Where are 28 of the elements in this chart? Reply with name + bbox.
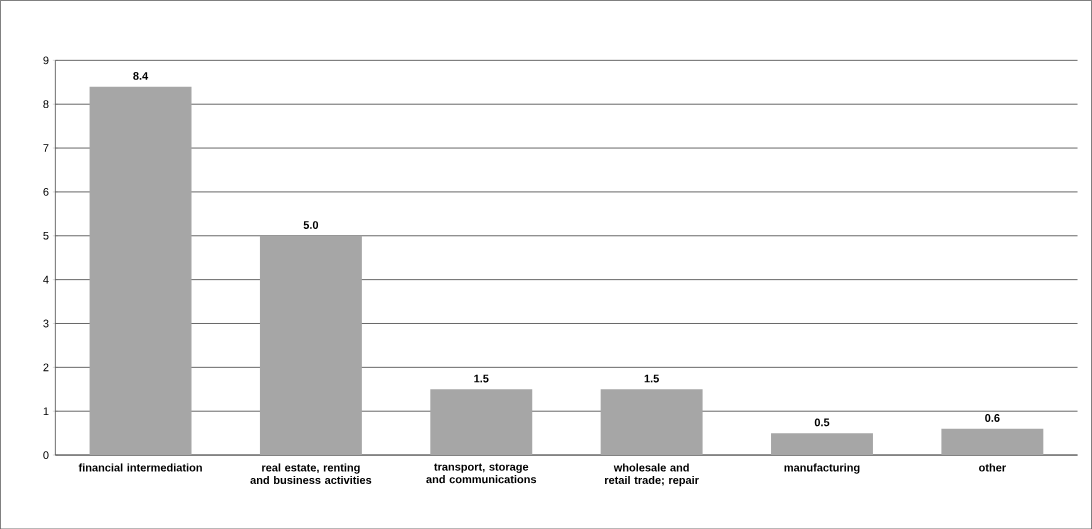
y-tick-label: 6 <box>43 187 49 196</box>
x-tick-label: wholesale and retail trade; repair <box>605 463 699 486</box>
bar <box>430 389 533 455</box>
data-label: 0.6 <box>985 413 1000 422</box>
x-tick-label: other <box>979 463 1006 472</box>
data-label: 1.5 <box>474 374 489 383</box>
y-tick-label: 5 <box>43 231 49 240</box>
x-tick-label: manufacturing <box>784 463 860 474</box>
y-tick-label: 8 <box>43 100 49 108</box>
bar <box>941 428 1044 455</box>
y-tick-label: 2 <box>43 363 49 371</box>
y-tick-label: 1 <box>43 407 49 415</box>
data-label: 1.5 <box>644 374 659 383</box>
x-tick-label: real estate, renting and business activities <box>250 463 372 484</box>
data-label: 0.5 <box>814 418 830 427</box>
y-tick-label: 7 <box>43 144 49 152</box>
bar <box>771 432 873 455</box>
y-tick-label: 9 <box>43 56 49 65</box>
bar <box>600 389 703 455</box>
data-label: 8.4 <box>133 71 149 80</box>
y-tick-label: 3 <box>43 319 49 328</box>
y-tick-label: 4 <box>43 275 49 284</box>
y-tick-label: 0 <box>43 450 49 459</box>
x-tick-label: transport, storage and communications <box>426 463 537 483</box>
bar <box>259 235 362 455</box>
bar <box>89 86 192 455</box>
x-tick-label: financial intermediation <box>78 463 202 472</box>
data-label: 5.0 <box>303 220 319 229</box>
